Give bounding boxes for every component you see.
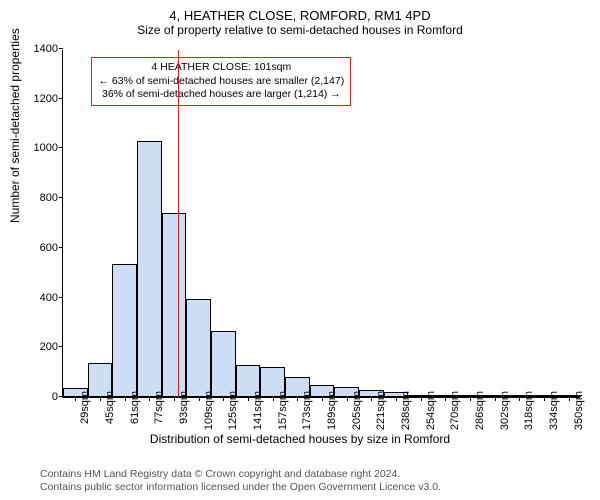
x-tick-label: 270sqm [449,391,461,430]
x-tick-label: 254sqm [425,391,437,430]
histogram-bar [211,331,236,397]
x-tick-label: 141sqm [252,391,264,430]
x-tick-label: 45sqm [104,391,116,424]
x-tick-label: 302sqm [499,391,511,430]
histogram-bar [186,299,211,397]
annotation-line-1: 4 HEATHER CLOSE: 101sqm [98,61,344,75]
x-tick-label: 61sqm [129,391,141,424]
x-axis-label: Distribution of semi-detached houses by … [0,432,600,446]
x-tick-label: 93sqm [178,391,190,424]
histogram-bar [162,213,187,397]
chart-title-main: 4, HEATHER CLOSE, ROMFORD, RM1 4PD [0,8,600,23]
annotation-box: 4 HEATHER CLOSE: 101sqm ← 63% of semi-de… [91,57,351,106]
footer-attribution: Contains HM Land Registry data © Crown c… [40,468,441,494]
histogram-bar [137,141,162,397]
marker-line [178,50,179,397]
x-tick-label: 318sqm [523,391,535,430]
x-tick-label: 157sqm [277,391,289,430]
chart-title-sub: Size of property relative to semi-detach… [0,23,600,37]
x-tick-label: 334sqm [548,391,560,430]
plot-area: 4 HEATHER CLOSE: 101sqm ← 63% of semi-de… [62,50,580,398]
y-axis-label: Number of semi-detached properties [8,28,22,223]
annotation-line-3: 36% of semi-detached houses are larger (… [98,88,344,102]
x-tick-label: 221sqm [375,391,387,430]
chart-container: 4, HEATHER CLOSE, ROMFORD, RM1 4PD Size … [0,8,600,458]
histogram-bar [112,264,137,397]
x-tick-label: 109sqm [203,391,215,430]
y-tick-label: 200 [23,341,58,353]
y-tick-label: 0 [23,391,58,403]
y-tick-label: 1000 [23,142,58,154]
x-tick-label: 286sqm [474,391,486,430]
x-tick-label: 238sqm [400,391,412,430]
y-tick-label: 800 [23,192,58,204]
annotation-line-2: ← 63% of semi-detached houses are smalle… [98,75,344,89]
x-tick-label: 205sqm [351,391,363,430]
x-tick-label: 350sqm [573,391,585,430]
footer-line-2: Contains public sector information licen… [40,481,441,494]
y-tick-label: 400 [23,292,58,304]
x-tick-label: 29sqm [79,391,91,424]
x-tick-label: 189sqm [326,391,338,430]
x-tick-label: 173sqm [301,391,313,430]
x-tick-label: 77sqm [153,391,165,424]
y-tick-label: 1200 [23,93,58,105]
footer-line-1: Contains HM Land Registry data © Crown c… [40,468,441,481]
y-tick-label: 600 [23,242,58,254]
y-tick-label: 1400 [23,43,58,55]
x-tick-label: 125sqm [227,391,239,430]
